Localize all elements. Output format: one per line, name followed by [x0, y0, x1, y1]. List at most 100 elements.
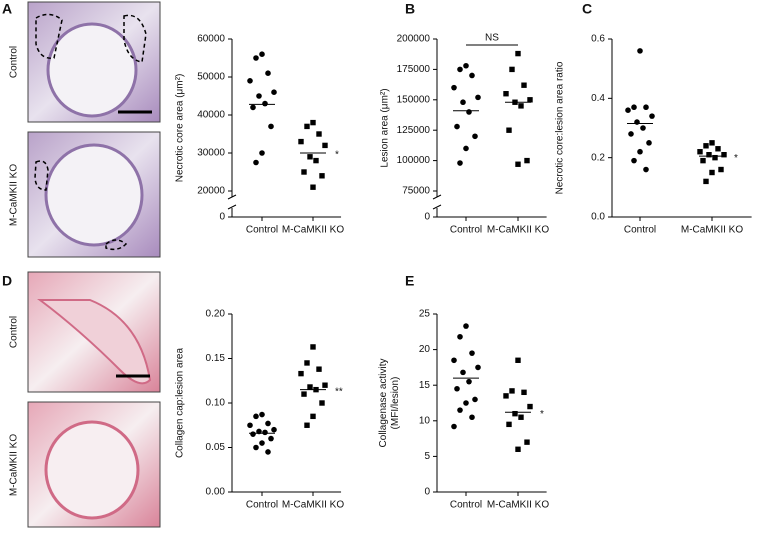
y-tick-label: 0.0: [591, 212, 605, 223]
x-tick-label: M-CaMKII KO: [487, 225, 549, 236]
micrographs: [27, 1, 161, 528]
data-point: [316, 366, 322, 372]
data-point: [313, 157, 319, 164]
data-point: [721, 152, 727, 158]
data-point: [319, 173, 325, 179]
data-point: [628, 131, 634, 137]
y-tick-label: 0.15: [206, 353, 226, 364]
data-point: [319, 400, 325, 406]
axis-break: [227, 194, 237, 200]
data-point: [463, 400, 469, 406]
necrotic-outline: [105, 239, 128, 251]
data-point: [310, 344, 316, 350]
panel-letter: C: [582, 1, 592, 17]
data-point: [253, 55, 259, 61]
y-tick-label: 100000: [397, 155, 431, 166]
necrotic-outline: [123, 14, 147, 63]
data-point: [316, 131, 322, 137]
data-point: [265, 70, 271, 76]
data-point: [469, 72, 475, 79]
necrotic-outline: [34, 160, 49, 191]
vessel-lumen: [44, 143, 144, 247]
data-point: [304, 360, 310, 366]
y-tick-label: 0: [424, 487, 430, 498]
y-tick-label: 0: [424, 212, 430, 223]
data-point: [512, 410, 518, 417]
panel-letter: A: [2, 1, 12, 17]
y-axis-title: Necrotic core area (μm²): [175, 74, 186, 183]
data-point: [715, 146, 721, 152]
data-point: [503, 393, 509, 399]
y-tick-label: 125000: [397, 125, 431, 136]
significance: *: [540, 409, 544, 420]
data-point: [265, 449, 271, 455]
y-tick-label: 15: [419, 380, 431, 391]
x-tick-label: Control: [450, 500, 482, 511]
y-tick-label: 200000: [397, 34, 431, 45]
data-point: [643, 166, 649, 173]
data-point: [637, 48, 643, 54]
data-point: [457, 407, 463, 413]
data-point: [475, 364, 481, 371]
data-point: [506, 127, 512, 133]
data-point: [304, 422, 310, 428]
axis-break: [227, 204, 237, 210]
data-point: [643, 104, 649, 111]
data-point: [259, 440, 265, 446]
data-point: [259, 51, 265, 57]
data-point: [298, 138, 304, 145]
data-point: [527, 403, 533, 410]
y-tick-label: 0.10: [206, 398, 226, 409]
data-point: [518, 414, 524, 420]
tissue: [37, 299, 152, 385]
data-point: [262, 429, 268, 436]
data-point: [454, 123, 460, 130]
data-point: [521, 389, 527, 396]
y-axis-title: Collagenase activity(MFI/lesion): [378, 359, 401, 448]
image-label: M-CaMKII KO: [9, 434, 20, 496]
data-point: [515, 357, 521, 363]
data-point: [253, 413, 259, 420]
data-point: [649, 113, 655, 119]
data-point: [457, 66, 463, 73]
data-point: [475, 94, 481, 101]
image-label: M-CaMKII KO: [9, 164, 20, 226]
data-point: [506, 421, 512, 428]
data-point: [310, 184, 316, 190]
x-tick-label: Control: [624, 225, 656, 236]
y-axis-title: Collagen cap:lesion area: [175, 348, 186, 459]
data-point: [460, 369, 466, 376]
y-tick-label: 0.05: [206, 442, 226, 453]
data-point: [515, 161, 521, 167]
data-point: [259, 150, 265, 156]
data-point: [457, 333, 463, 340]
image-label: Control: [9, 316, 20, 348]
data-point: [646, 140, 652, 146]
significance: *: [335, 150, 339, 161]
data-point: [463, 62, 469, 69]
axis-break: [432, 194, 442, 200]
data-point: [509, 66, 515, 73]
y-title-line: (MFI/lesion): [390, 377, 401, 430]
y-tick-label: 0.20: [206, 309, 226, 320]
x-tick-label: M-CaMKII KO: [282, 500, 344, 511]
data-point: [322, 382, 328, 388]
y-title-line: Collagenase activity: [378, 359, 389, 448]
data-point: [247, 422, 253, 429]
data-point: [527, 97, 533, 103]
data-point: [625, 107, 631, 113]
data-point: [307, 384, 313, 390]
necrotic-outline: [35, 13, 63, 59]
data-point: [509, 388, 515, 394]
data-point: [709, 140, 715, 146]
data-point: [637, 148, 643, 155]
x-tick-label: M-CaMKII KO: [282, 225, 344, 236]
data-point: [712, 154, 718, 161]
data-point: [271, 89, 277, 95]
data-point: [253, 159, 259, 166]
y-tick-label: 40000: [197, 110, 225, 121]
data-point: [503, 91, 509, 97]
data-point: [457, 160, 463, 166]
data-point: [451, 357, 457, 364]
y-tick-label: 30000: [197, 148, 225, 159]
